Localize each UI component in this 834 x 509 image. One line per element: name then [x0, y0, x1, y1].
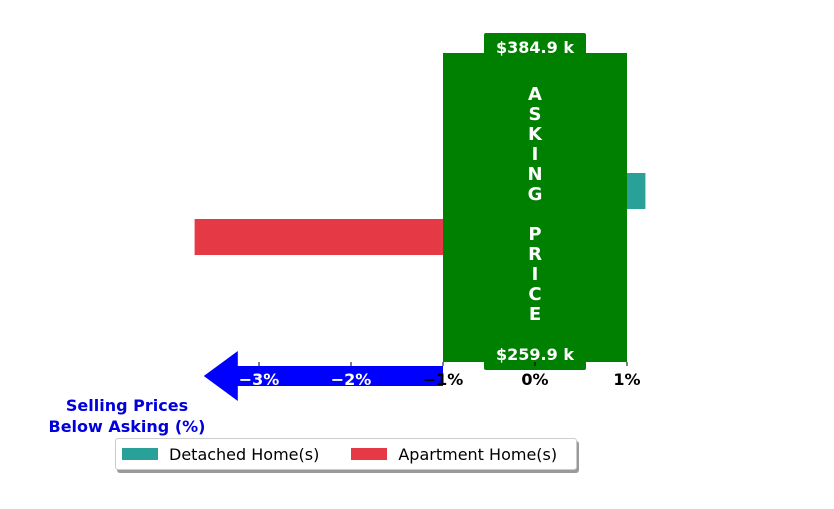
x-tick-label: −1% [423, 370, 464, 389]
x-tick-label: 1% [613, 370, 640, 389]
y-axis-label-line: Below Asking (%) [49, 417, 206, 436]
y-axis-label: Selling Prices Below Asking (%) [49, 396, 206, 436]
asking-letter: I [532, 144, 539, 165]
top-price-label: $384.9 k [496, 38, 574, 57]
y-axis-label-line: Selling Prices [66, 396, 188, 415]
asking-letter: R [528, 244, 542, 265]
asking-letter: S [529, 104, 542, 125]
legend-label-apartment: Apartment Home(s) [398, 444, 558, 464]
asking-letter: C [528, 284, 541, 305]
asking-letter: A [528, 84, 542, 105]
legend: Detached Home(s) Apartment Home(s) [115, 438, 577, 470]
bottom-price-tag [484, 342, 586, 370]
x-tick-label: −2% [331, 370, 372, 389]
x-tick-label: −3% [239, 370, 280, 389]
legend-item-apartment: Apartment Home(s) [351, 445, 557, 464]
asking-letter: G [528, 184, 543, 205]
asking-letter: N [527, 164, 542, 185]
asking-letter: P [528, 224, 541, 245]
bottom-price-label: $259.9 k [496, 345, 574, 364]
legend-item-detached: Detached Home(s) [122, 445, 319, 464]
asking-letter: E [529, 304, 541, 325]
asking-letter: K [528, 124, 543, 145]
legend-swatch-apartment [351, 448, 388, 460]
below-asking-arrow [203, 351, 443, 401]
asking-letter: I [532, 264, 539, 285]
x-axis: −3% −2% −1% 0% 1% [239, 362, 641, 389]
legend-label-detached: Detached Home(s) [169, 444, 320, 464]
arrow-shape [203, 351, 443, 401]
legend-swatch-detached [122, 448, 158, 460]
top-price-tag [484, 33, 586, 61]
x-tick-label: 0% [521, 370, 548, 389]
asking-price-box [443, 53, 627, 362]
